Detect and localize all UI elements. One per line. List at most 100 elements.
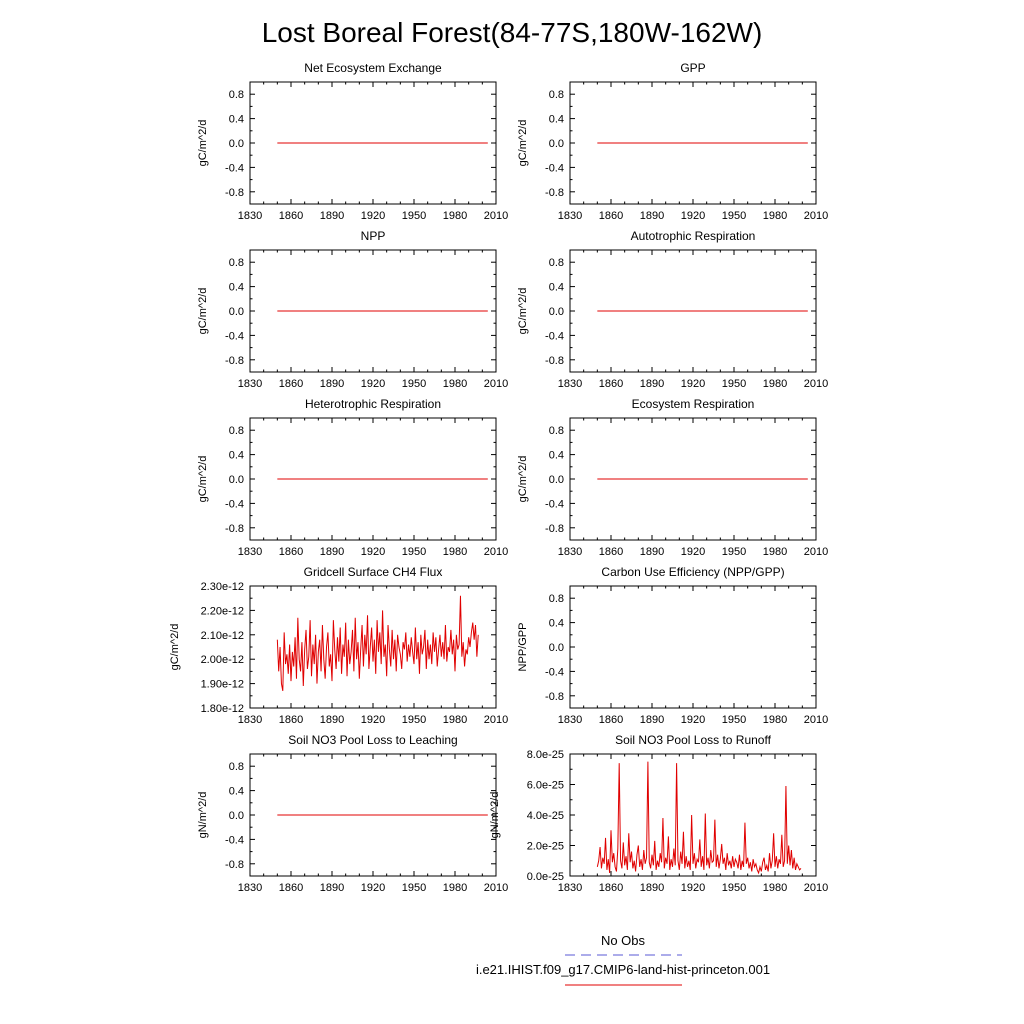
x-tick-label: 1980 — [443, 546, 467, 558]
x-tick-label: 1830 — [558, 882, 582, 894]
panel-4: Heterotrophic Respiration 1830 1860 1890 192… — [197, 397, 508, 558]
y-tick-label: 0.4 — [229, 450, 244, 462]
y-tick-label: -0.4 — [545, 330, 564, 342]
y-tick-label: 0.0 — [229, 306, 244, 318]
y-tick-label: 0.4 — [229, 114, 244, 126]
x-tick-label: 1830 — [238, 546, 262, 558]
y-axis-label: gN/m^2/d — [197, 792, 209, 839]
x-tick-label: 1830 — [558, 210, 582, 222]
y-tick-label: -0.8 — [225, 523, 244, 535]
series-line — [276, 595, 479, 692]
x-tick-label: 1890 — [320, 714, 344, 726]
y-axis-label: gC/m^2/d — [517, 120, 529, 167]
y-axis-label: gC/m^2/d — [169, 624, 181, 671]
y-tick-label: 4.0e-25 — [527, 810, 564, 822]
y-tick-label: 0.4 — [229, 786, 244, 798]
x-tick-label: 1860 — [599, 882, 623, 894]
panel-title: Carbon Use Efficiency (NPP/GPP) — [601, 565, 784, 579]
x-tick-label: 2010 — [484, 546, 508, 558]
panel-6: Gridcell Surface CH4 Flux 1830 1860 1890 192… — [169, 565, 508, 726]
y-tick-label: -0.8 — [545, 187, 564, 199]
y-tick-label: 2.00e-12 — [201, 654, 244, 666]
x-tick-label: 1890 — [640, 546, 664, 558]
x-tick-label: 1950 — [722, 546, 746, 558]
y-tick-label: 8.0e-25 — [527, 749, 564, 761]
x-tick-label: 1950 — [402, 210, 426, 222]
x-tick-label: 1860 — [279, 714, 303, 726]
x-tick-label: 1860 — [599, 546, 623, 558]
x-tick-label: 1830 — [238, 378, 262, 390]
y-tick-label: 0.8 — [229, 761, 244, 773]
y-tick-label: -0.8 — [225, 859, 244, 871]
y-tick-label: -0.8 — [545, 691, 564, 703]
panel-2: NPP 1830 1860 1890 1920 1950 1980 2010 0.8 0.4 0.0… — [197, 229, 508, 390]
x-tick-label: 1950 — [402, 546, 426, 558]
x-tick-label: 1980 — [443, 882, 467, 894]
panel-0: Net Ecosystem Exchange 1830 1860 1890 1920 19… — [197, 61, 508, 222]
x-tick-label: 1890 — [320, 546, 344, 558]
x-tick-label: 1860 — [279, 378, 303, 390]
x-tick-label: 2010 — [484, 882, 508, 894]
y-tick-label: -0.4 — [225, 330, 244, 342]
panel-title: GPP — [680, 61, 705, 75]
y-axis-label: NPP/GPP — [517, 623, 529, 672]
x-tick-label: 1890 — [320, 882, 344, 894]
x-tick-label: 1920 — [681, 546, 705, 558]
x-tick-label: 1920 — [681, 882, 705, 894]
y-tick-label: 6.0e-25 — [527, 780, 564, 792]
x-tick-label: 1860 — [599, 210, 623, 222]
panel-7: Carbon Use Efficiency (NPP/GPP) 1830 1860 1… — [517, 565, 828, 726]
x-tick-label: 1830 — [238, 714, 262, 726]
y-tick-label: 0.0 — [549, 138, 564, 150]
x-tick-label: 1950 — [402, 378, 426, 390]
y-tick-label: 0.4 — [549, 450, 564, 462]
panel-title: NPP — [361, 229, 386, 243]
y-tick-label: 0.8 — [229, 89, 244, 101]
x-tick-label: 1980 — [763, 210, 787, 222]
y-tick-label: -0.4 — [545, 162, 564, 174]
y-tick-label: -0.4 — [545, 666, 564, 678]
y-tick-label: 0.4 — [229, 282, 244, 294]
x-tick-label: 1980 — [443, 714, 467, 726]
x-tick-label: 1950 — [722, 714, 746, 726]
x-tick-label: 1830 — [558, 546, 582, 558]
x-tick-label: 1860 — [279, 210, 303, 222]
panel-8: Soil NO3 Pool Loss to Leaching 1830 1860 18… — [197, 733, 508, 894]
x-tick-label: 1920 — [361, 714, 385, 726]
y-tick-label: 0.8 — [549, 257, 564, 269]
x-tick-label: 1920 — [681, 714, 705, 726]
x-tick-label: 1860 — [599, 378, 623, 390]
y-axis-label: gC/m^2/d — [197, 456, 209, 503]
x-tick-label: 1980 — [763, 714, 787, 726]
x-tick-label: 1890 — [640, 378, 664, 390]
y-tick-label: 0.0 — [549, 306, 564, 318]
x-tick-label: 2010 — [484, 210, 508, 222]
x-tick-label: 1920 — [361, 546, 385, 558]
x-tick-label: 1980 — [443, 378, 467, 390]
y-tick-label: -0.8 — [545, 355, 564, 367]
x-tick-label: 1890 — [640, 882, 664, 894]
x-tick-label: 1980 — [763, 882, 787, 894]
y-tick-label: 1.80e-12 — [201, 703, 244, 715]
plot-frame — [249, 585, 497, 709]
y-tick-label: 0.8 — [229, 425, 244, 437]
x-tick-label: 1830 — [558, 378, 582, 390]
legend: No Obs i.e21.IHIST.f09_g17.CMIP6-land-hi… — [476, 933, 770, 986]
x-tick-label: 2010 — [804, 210, 828, 222]
x-tick-label: 1890 — [640, 714, 664, 726]
x-tick-label: 1890 — [640, 210, 664, 222]
series-line — [596, 761, 802, 875]
x-tick-label: 1830 — [238, 882, 262, 894]
x-tick-label: 1830 — [558, 714, 582, 726]
x-tick-label: 1950 — [722, 378, 746, 390]
x-tick-label: 1860 — [279, 882, 303, 894]
panel-title: Gridcell Surface CH4 Flux — [304, 565, 443, 579]
panel-9: Soil NO3 Pool Loss to Runoff 1830 1860 1890… — [489, 733, 828, 894]
y-tick-label: 2.20e-12 — [201, 605, 244, 617]
x-tick-label: 1980 — [443, 210, 467, 222]
x-tick-label: 1920 — [681, 210, 705, 222]
x-tick-label: 2010 — [484, 378, 508, 390]
panel-title: Soil NO3 Pool Loss to Runoff — [615, 733, 772, 747]
y-tick-label: 0.8 — [549, 425, 564, 437]
y-tick-label: -0.4 — [225, 834, 244, 846]
